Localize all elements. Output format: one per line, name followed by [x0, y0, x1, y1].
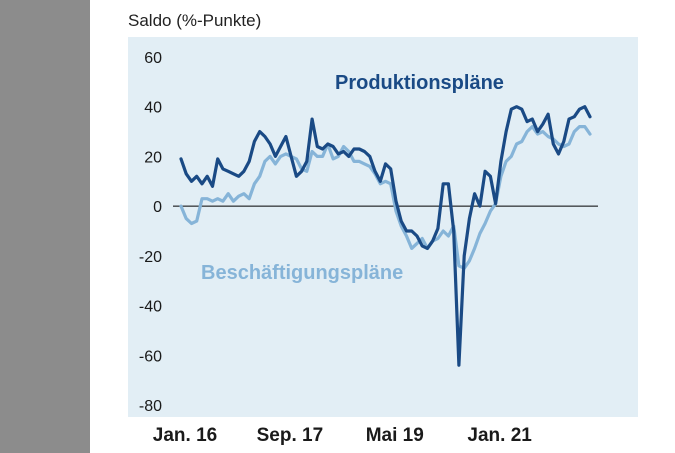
y-tick-label: -20 [139, 249, 162, 266]
y-tick-label: 40 [144, 100, 162, 117]
y-axis-label: Saldo (%-Punkte) [128, 11, 262, 30]
x-tick-label: Sep. 17 [257, 425, 324, 446]
x-tick-label: Jan. 16 [153, 425, 217, 446]
y-ticks: -80 -60 -40 -20 0 20 40 60 [139, 50, 162, 415]
plot-background [128, 37, 638, 417]
annotation-beschaeftigungsplaene: Beschäftigungspläne [201, 262, 403, 284]
x-ticks: Jan. 16 Sep. 17 Mai 19 Jan. 21 [153, 425, 532, 446]
x-tick-label: Jan. 21 [467, 425, 532, 446]
y-tick-label: 20 [144, 149, 162, 166]
y-tick-label: -40 [139, 299, 162, 316]
x-tick-label: Mai 19 [366, 425, 424, 446]
annotation-produktionsplaene: Produktionspläne [335, 72, 504, 94]
left-gray-strip [0, 0, 90, 453]
series-line-produktionsplaene [179, 105, 592, 367]
series-line-beschaeftigungsplaene [179, 125, 592, 270]
y-tick-label: -60 [139, 348, 162, 365]
y-tick-label: -80 [139, 398, 162, 415]
y-tick-label: 0 [153, 199, 162, 216]
y-tick-label: 60 [144, 50, 162, 67]
